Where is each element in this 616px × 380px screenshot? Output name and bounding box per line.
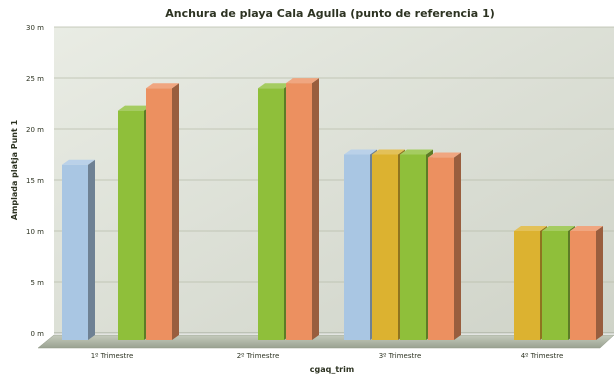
bar-front: [344, 154, 370, 340]
y-tick-label: 20 m: [26, 126, 44, 134]
bar-side: [88, 159, 95, 340]
x-tick-label: 4º Trimestre: [521, 352, 564, 360]
bar-front: [514, 231, 540, 340]
bar-top: [514, 226, 547, 231]
bar-top: [118, 105, 151, 111]
bar-top: [428, 152, 461, 158]
bar-side: [312, 78, 319, 340]
bar-front: [286, 83, 312, 340]
bar-top: [258, 83, 291, 89]
bar-top: [62, 159, 95, 165]
chart-floor: [37, 334, 615, 349]
bar-top: [372, 149, 405, 155]
bar-front: [258, 88, 284, 340]
bars: [62, 78, 603, 340]
y-tick-label: 10 m: [26, 228, 44, 236]
y-tick-label: 5 m: [31, 279, 45, 287]
bar-top: [344, 149, 377, 155]
bar-front: [542, 231, 568, 340]
bar: [146, 83, 179, 340]
bar-front: [62, 164, 88, 340]
x-tick-label: 3º Trimestre: [379, 352, 422, 360]
x-tick-label: 2º Trimestre: [237, 352, 280, 360]
bar: [428, 152, 461, 340]
y-tick-label: 15 m: [26, 177, 44, 185]
y-tick-label: 25 m: [26, 75, 44, 83]
bar-side: [172, 83, 179, 340]
bar: [514, 226, 547, 340]
bar-front: [570, 231, 596, 340]
bar-top: [542, 226, 575, 231]
bar-front: [146, 88, 172, 340]
y-tick-label: 0 m: [31, 330, 45, 338]
bar-side: [454, 152, 461, 340]
y-axis: 0 m 5 m 10 m 15 m 20 m 25 m 30 m: [26, 24, 44, 338]
y-tick-label: 30 m: [26, 24, 44, 32]
x-axis: 1º Trimestre 2º Trimestre 3º Trimestre 4º T…: [91, 352, 564, 360]
bar: [286, 78, 319, 340]
bar-front: [372, 154, 398, 340]
chart-title: Anchura de playa Cala Agulla (punto de r…: [165, 7, 495, 20]
bar: [62, 159, 95, 340]
bar-front: [428, 157, 454, 340]
y-axis-title: Amplada platja Punt 1: [10, 119, 19, 220]
bar-top: [146, 83, 179, 89]
bar-top: [400, 149, 433, 155]
x-tick-label: 1º Trimestre: [91, 352, 134, 360]
bar-front: [400, 154, 426, 340]
bar: [570, 226, 603, 340]
bar-side: [596, 226, 603, 340]
bar-top: [570, 226, 603, 231]
bar-front: [118, 110, 144, 340]
x-axis-title: cgaq_trim: [310, 365, 354, 374]
bar-top: [286, 78, 319, 84]
